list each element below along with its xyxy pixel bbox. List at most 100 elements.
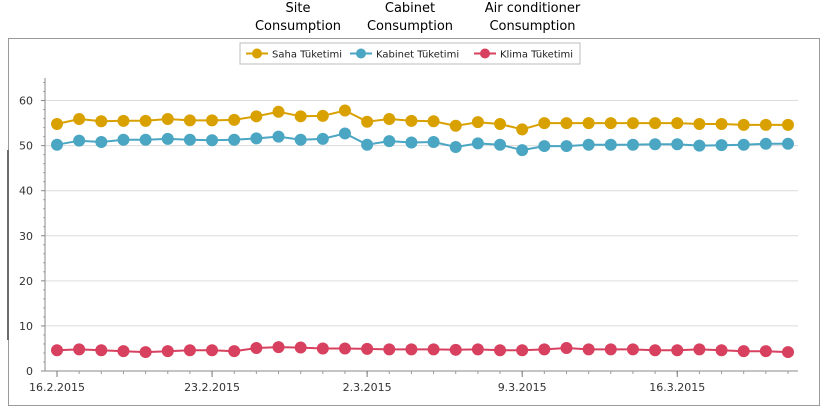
data-point bbox=[604, 138, 617, 151]
data-point bbox=[626, 343, 639, 356]
x-tick-label: 23.2.2015 bbox=[184, 381, 240, 394]
series-line-3 bbox=[56, 346, 789, 354]
data-point bbox=[405, 343, 418, 356]
data-point bbox=[427, 343, 440, 356]
data-point bbox=[759, 137, 772, 150]
data-point bbox=[51, 138, 63, 151]
data-point bbox=[782, 346, 794, 359]
data-point bbox=[272, 105, 285, 118]
data-point bbox=[494, 344, 507, 357]
data-point bbox=[715, 344, 728, 357]
data-point bbox=[183, 114, 196, 127]
data-point bbox=[538, 140, 551, 153]
data-point bbox=[782, 137, 794, 150]
data-point bbox=[626, 117, 639, 130]
data-point bbox=[361, 115, 374, 128]
data-point bbox=[272, 130, 285, 143]
data-point bbox=[516, 344, 529, 357]
data-point bbox=[759, 118, 772, 131]
data-point bbox=[250, 110, 263, 123]
y-tick-label: 40 bbox=[19, 185, 33, 198]
caption-line: Air conditioner bbox=[484, 1, 581, 16]
data-point bbox=[471, 116, 484, 129]
data-point bbox=[737, 345, 750, 358]
data-point bbox=[73, 134, 86, 147]
data-point bbox=[494, 117, 507, 130]
data-point bbox=[338, 127, 351, 140]
data-point bbox=[338, 104, 351, 117]
data-point bbox=[206, 344, 219, 357]
data-point bbox=[95, 136, 108, 149]
data-point bbox=[449, 140, 462, 153]
data-point bbox=[693, 343, 706, 356]
data-point bbox=[206, 114, 219, 127]
data-point bbox=[206, 134, 219, 147]
y-tick-label: 60 bbox=[19, 95, 33, 108]
data-point bbox=[560, 140, 573, 153]
data-point bbox=[294, 110, 307, 123]
data-point bbox=[117, 345, 130, 358]
data-point bbox=[405, 114, 418, 127]
data-point bbox=[582, 117, 595, 130]
series-line-2 bbox=[56, 132, 788, 152]
data-point bbox=[471, 343, 484, 356]
data-point bbox=[361, 342, 374, 355]
data-point bbox=[427, 136, 440, 149]
data-point bbox=[560, 342, 573, 355]
y-tick-label: 30 bbox=[19, 230, 33, 243]
data-point bbox=[715, 117, 728, 130]
data-point bbox=[316, 342, 329, 355]
data-point bbox=[516, 123, 529, 136]
data-point bbox=[604, 117, 617, 130]
data-point bbox=[649, 344, 662, 357]
data-point bbox=[73, 113, 86, 126]
data-point bbox=[272, 341, 285, 354]
legend-label: Klima Tüketimi bbox=[500, 50, 573, 61]
data-point bbox=[737, 138, 750, 151]
data-point bbox=[759, 345, 772, 358]
legend-swatch-marker bbox=[480, 48, 490, 59]
data-point bbox=[294, 133, 307, 146]
data-point bbox=[405, 136, 418, 149]
x-tick-label: 16.3.2015 bbox=[649, 381, 705, 394]
data-point bbox=[250, 342, 263, 355]
data-point bbox=[383, 343, 396, 356]
caption-cabinet-consumption: Cabinet Consumption bbox=[355, 0, 465, 36]
data-point bbox=[73, 343, 86, 356]
data-point bbox=[139, 133, 152, 146]
data-point bbox=[117, 133, 130, 146]
data-point bbox=[95, 115, 108, 128]
x-tick-label: 16.2.2015 bbox=[29, 381, 85, 394]
data-point bbox=[316, 132, 329, 145]
legend-swatch-marker bbox=[356, 48, 366, 59]
data-point bbox=[139, 346, 152, 359]
data-point bbox=[338, 342, 351, 355]
data-point bbox=[361, 138, 374, 151]
caption-line: Consumption bbox=[366, 19, 454, 34]
data-point bbox=[383, 113, 396, 126]
data-point bbox=[183, 344, 196, 357]
data-point bbox=[516, 144, 529, 157]
caption-air-conditioner-consumption: Air conditioner Consumption bbox=[470, 0, 595, 36]
data-point bbox=[671, 344, 684, 357]
data-point bbox=[471, 137, 484, 150]
data-point bbox=[139, 114, 152, 127]
data-point bbox=[538, 343, 551, 356]
data-point bbox=[250, 132, 263, 145]
data-point bbox=[649, 138, 662, 151]
data-point bbox=[494, 138, 507, 151]
data-point bbox=[737, 118, 750, 131]
legend-label: Kabinet Tüketimi bbox=[376, 50, 459, 61]
series-line-1 bbox=[56, 109, 788, 131]
data-point bbox=[671, 138, 684, 151]
data-point bbox=[117, 114, 130, 127]
data-point bbox=[316, 109, 329, 122]
caption-line: Consumption bbox=[489, 19, 576, 34]
data-point bbox=[582, 138, 595, 151]
data-point bbox=[782, 118, 794, 131]
data-point bbox=[649, 117, 662, 130]
data-point bbox=[95, 344, 108, 357]
data-point bbox=[427, 115, 440, 128]
legend-box bbox=[239, 42, 581, 65]
